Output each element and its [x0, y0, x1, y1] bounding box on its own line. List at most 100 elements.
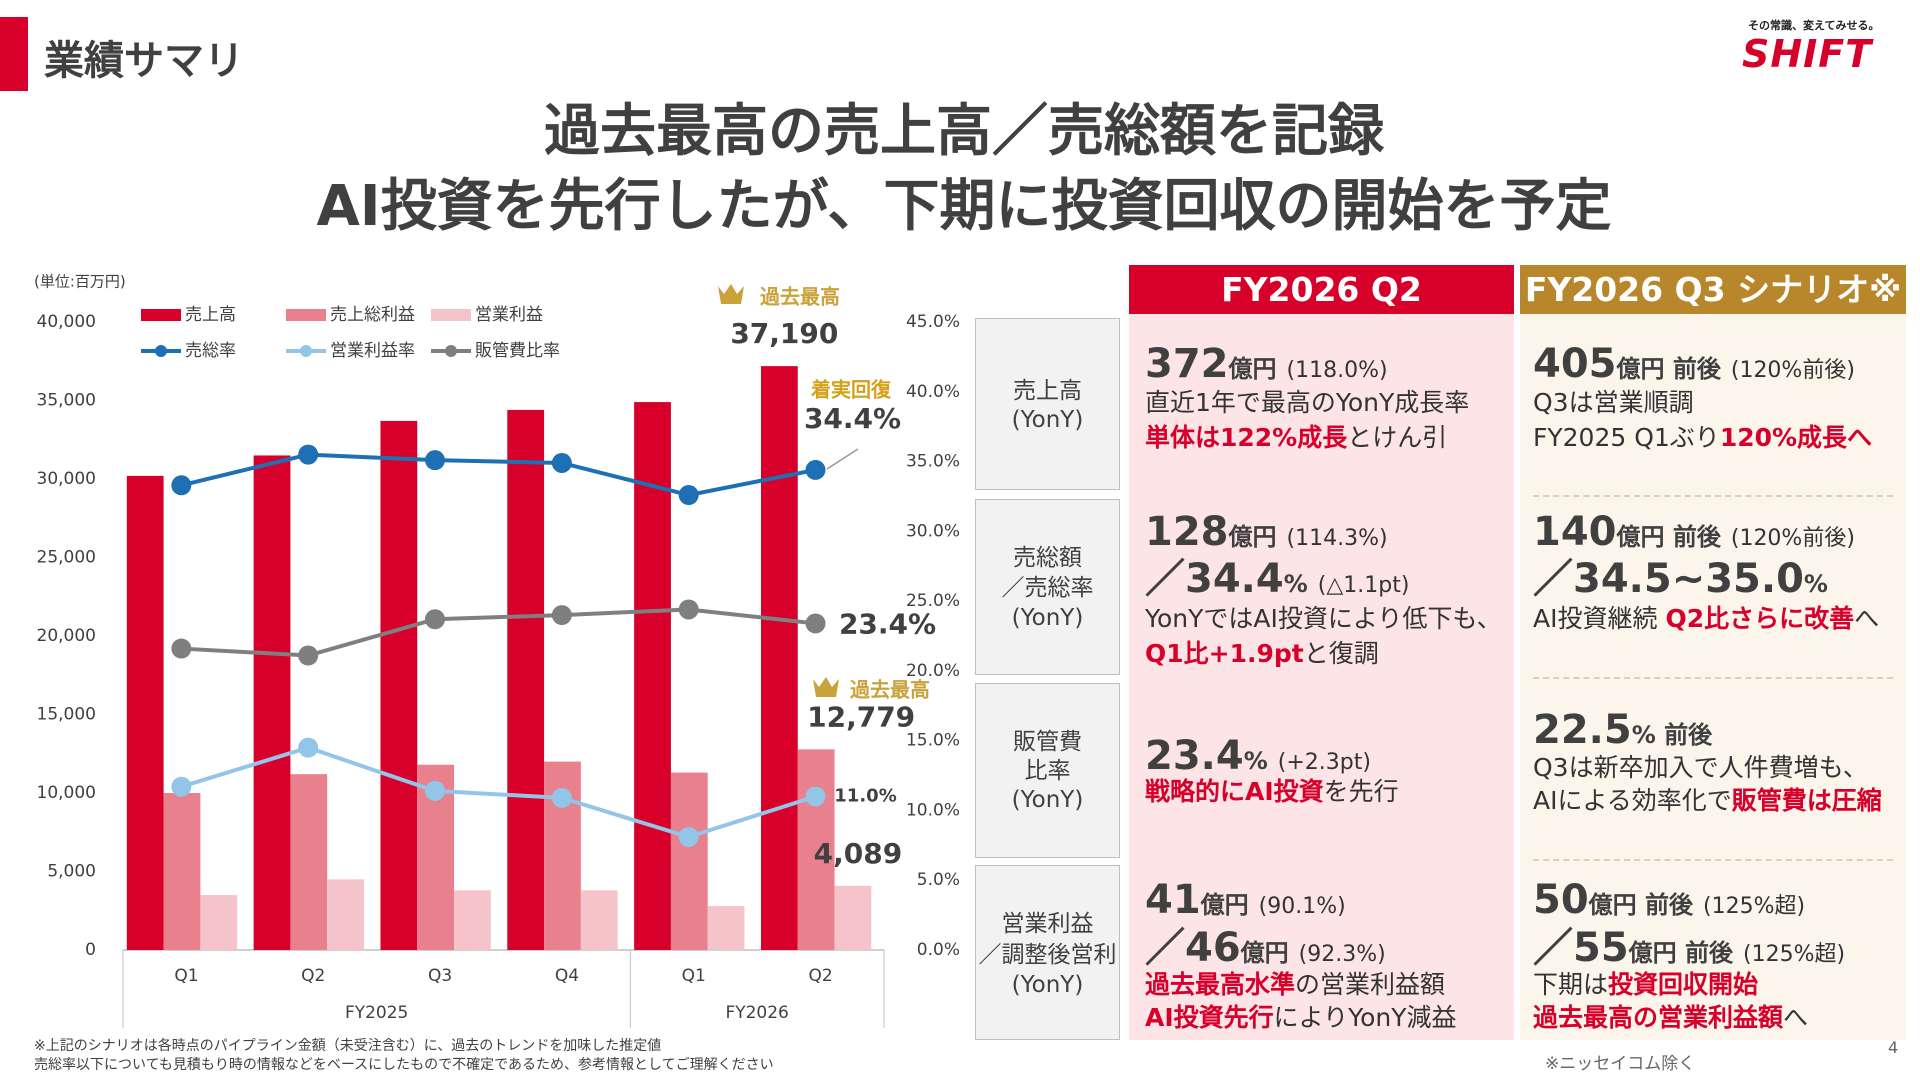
- marker: [551, 605, 572, 626]
- row-label: 売上高: [1013, 378, 1082, 404]
- leader-line: [826, 448, 859, 470]
- row-label-box: [975, 865, 1120, 1040]
- legend-swatch: [155, 345, 167, 357]
- text: Q3は新卒加入で人件費増も、: [1533, 753, 1868, 782]
- chart: (単位:百万円) 過去最高 着実回復 過去最高 0 5,000 10,000 15,0…: [34, 273, 960, 1028]
- figure: 22.5: [1533, 707, 1632, 753]
- row-label: (YonY): [1011, 787, 1084, 813]
- group-label: FY2026: [725, 1003, 788, 1023]
- cell-line: 41億円 (90.1%): [1145, 878, 1346, 922]
- group-label: FY2025: [345, 1003, 408, 1023]
- figure: ／34.5~35.0: [1533, 556, 1804, 602]
- marker: [298, 444, 319, 465]
- bar: [834, 885, 872, 950]
- crown-icon: [718, 284, 744, 304]
- figure: 405: [1533, 341, 1617, 387]
- marker: [678, 599, 699, 620]
- legend-label: 販管費比率: [475, 341, 560, 361]
- footnote: 売総率以下についても見積もり時の情報などをベースにしたもので不確定であるため、参…: [34, 1057, 774, 1073]
- annotation: 過去最高: [760, 285, 840, 309]
- cell-line: 下期は投資回収開始: [1533, 963, 1758, 1007]
- legend-swatch: [300, 345, 312, 357]
- highlight: 過去最高水準: [1145, 970, 1296, 999]
- bar: [580, 890, 618, 950]
- bar: [290, 774, 328, 950]
- figure: 50: [1533, 877, 1589, 923]
- ratio: (118.0%): [1286, 358, 1388, 383]
- figure: 23.4: [1145, 733, 1244, 779]
- y2-tick-label: 0.0%: [917, 940, 960, 960]
- text: を先行: [1323, 777, 1399, 806]
- text: へ: [1854, 604, 1880, 633]
- text: 直近1年で最高のYonY成長率: [1145, 388, 1470, 417]
- unit: 億円: [1228, 523, 1277, 551]
- cell-line: Q3は営業順調: [1533, 381, 1694, 425]
- column-header: FY2026 Q2: [1129, 265, 1514, 314]
- marker: [425, 609, 446, 630]
- marker: [171, 475, 192, 496]
- legend-label: 売上高: [185, 305, 236, 325]
- headline: AI投資を先行したが、下期に投資回収の開始を予定: [316, 174, 1612, 239]
- unit: %: [1803, 570, 1828, 598]
- unit: 億円 前後: [1616, 355, 1721, 383]
- row-label: ／売総率: [1001, 575, 1094, 601]
- cell-line: ／46億円 (92.3%): [1145, 926, 1386, 970]
- cell-line: 128億円 (114.3%): [1145, 510, 1388, 554]
- cell-line: 過去最高水準の営業利益額: [1145, 963, 1445, 1007]
- ratio: (125%超): [1703, 894, 1806, 919]
- row-label: 販管費: [1013, 729, 1082, 755]
- text: AIによる効率化で: [1533, 786, 1732, 815]
- cell-line: 直近1年で最高のYonY成長率: [1145, 381, 1469, 425]
- cell-line: Q1比+1.9ptと復調: [1145, 632, 1379, 676]
- x-tick-label: Q4: [555, 966, 579, 986]
- cell-line: YonYではAI投資により低下も、: [1145, 597, 1502, 641]
- ratio: (90.1%): [1258, 894, 1346, 919]
- unit: 億円: [1240, 939, 1289, 967]
- text: の営業利益額: [1295, 970, 1446, 999]
- legend-swatch: [141, 309, 181, 321]
- y-tick-label: 40,000: [37, 312, 96, 332]
- y-tick-label: 0: [85, 940, 96, 960]
- marker: [298, 645, 319, 666]
- figure: 372: [1145, 341, 1229, 387]
- text: と復調: [1303, 639, 1379, 668]
- text: とけん引: [1347, 423, 1448, 452]
- marker: [805, 613, 826, 634]
- marker: [551, 452, 572, 473]
- headline: 過去最高の売上高／売総額を記録: [544, 99, 1384, 164]
- row-label-box: [975, 683, 1120, 858]
- legend-label: 売上総利益: [330, 305, 415, 325]
- legend-swatch: [445, 345, 457, 357]
- legend-swatch: [286, 309, 326, 321]
- ratio: (125%超): [1743, 942, 1846, 967]
- y-tick-label: 10,000: [37, 783, 96, 803]
- highlight: 120%成長へ: [1719, 423, 1873, 452]
- value-label: 23.4%: [839, 607, 936, 640]
- crown-icon: [813, 677, 839, 697]
- y2-tick-label: 20.0%: [906, 661, 960, 681]
- x-tick-label: Q2: [301, 966, 325, 986]
- highlight: 販管費は圧縮: [1731, 786, 1882, 815]
- bar: [670, 772, 708, 950]
- ratio: (△1.1pt): [1317, 573, 1410, 598]
- text: Q3は営業順調: [1533, 388, 1694, 417]
- cell-line: 過去最高の営業利益額へ: [1533, 996, 1808, 1040]
- y2-tick-label: 35.0%: [906, 452, 960, 472]
- legend-label: 売総率: [185, 341, 236, 361]
- highlight: 単体は122%成長: [1145, 423, 1348, 452]
- ratio: (114.3%): [1286, 526, 1388, 551]
- cell-line: 単体は122%成長とけん引: [1145, 416, 1447, 460]
- x-tick-label: Q2: [808, 966, 832, 986]
- cell-line: AIによる効率化で販管費は圧縮: [1533, 779, 1882, 823]
- ratio: (120%前後): [1730, 358, 1855, 383]
- value-label: 37,190: [730, 317, 838, 350]
- x-tick-label: Q1: [682, 966, 706, 986]
- highlight: Q1比+1.9pt: [1145, 639, 1304, 668]
- row-label: 売総額: [1013, 545, 1082, 571]
- row-label: 営業利益: [1001, 911, 1094, 937]
- highlight: 戦略的にAI投資: [1145, 777, 1324, 806]
- footnote: ※上記のシナリオは各時点のパイプライン金額（未受注含む）に、過去のトレンドを加味…: [34, 1038, 662, 1054]
- highlight: 過去最高の営業利益額: [1533, 1003, 1784, 1032]
- unit: 億円: [1228, 355, 1277, 383]
- legend-label: 営業利益: [475, 305, 543, 325]
